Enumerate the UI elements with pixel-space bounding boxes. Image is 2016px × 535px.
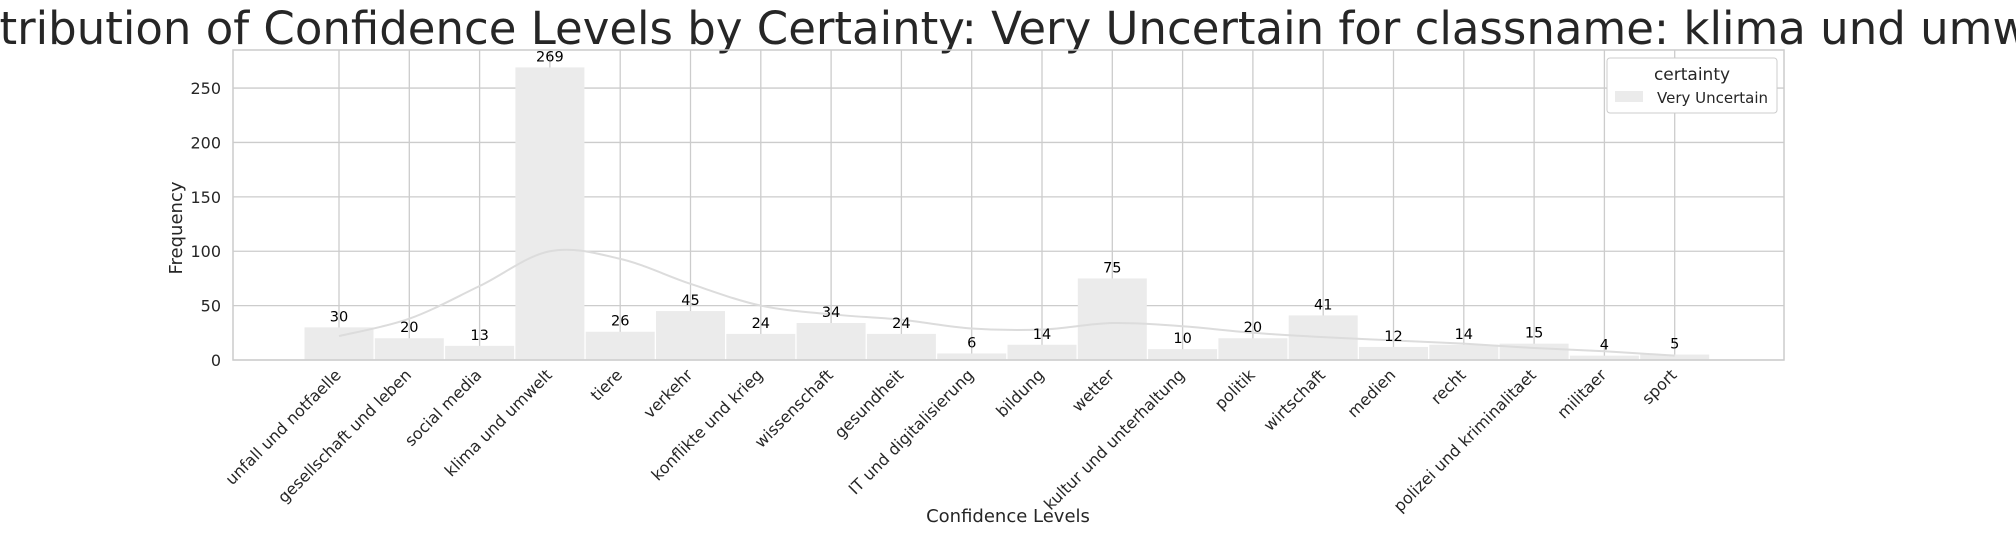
x-tick-label: politik: [1211, 365, 1259, 413]
y-axis-label: Frequency: [166, 181, 187, 274]
x-tick-label: wetter: [1068, 365, 1118, 415]
bar-value-label: 24: [892, 316, 910, 332]
bars: [304, 67, 1710, 361]
y-tick-label: 0: [211, 351, 221, 370]
bar-value-label: 15: [1525, 326, 1543, 342]
x-tick-label: kultur und unterhaltung: [1040, 365, 1188, 513]
plot-frame: [232, 49, 1785, 361]
bar: [1218, 338, 1288, 360]
x-tick-label: sport: [1638, 365, 1681, 408]
x-axis-label: Confidence Levels: [926, 506, 1090, 527]
bar-value-label: 41: [1314, 297, 1332, 313]
bar-value-label: 4: [1600, 338, 1609, 354]
bar: [1148, 349, 1218, 360]
bar: [585, 331, 655, 360]
x-tick-label: verkehr: [640, 365, 697, 422]
bar: [726, 333, 796, 360]
bar-value-label: 34: [822, 305, 840, 321]
x-tick-label: polizei und kriminalitaet: [1390, 365, 1540, 515]
bar: [515, 67, 585, 361]
bar-value-label: 20: [400, 320, 418, 336]
bar: [656, 311, 725, 360]
bar: [1007, 344, 1077, 360]
y-tick-label: 50: [201, 297, 221, 316]
bar: [445, 345, 515, 360]
x-tick-label: recht: [1427, 365, 1470, 408]
x-tick-label: IT und digitalisierung: [845, 365, 978, 498]
bar: [866, 333, 936, 360]
legend-title: certainty: [1654, 65, 1730, 85]
bar: [1429, 344, 1499, 360]
x-tick-label: medien: [1343, 365, 1399, 421]
x-tick-label: wirtschaft: [1260, 365, 1329, 434]
bar-value-label: 269: [536, 49, 564, 65]
bar-value-label: 24: [752, 316, 770, 332]
bar-value-label: 30: [330, 309, 348, 325]
gridlines: [233, 50, 1784, 361]
bar: [304, 327, 374, 360]
y-tick-label: 200: [190, 133, 221, 152]
bar: [374, 338, 444, 360]
bar-value-label: 45: [681, 293, 699, 309]
x-tick-label: bildung: [992, 365, 1048, 421]
legend-swatch: [1615, 91, 1643, 102]
bar-value-label: 5: [1670, 337, 1679, 353]
bar: [796, 323, 866, 360]
y-ticks: 0 50 100 150 200 250: [190, 79, 221, 370]
bar-value-label: 12: [1384, 329, 1402, 345]
legend-entry-label: Very Uncertain: [1657, 89, 1768, 107]
bar-value-label: 13: [470, 328, 488, 344]
legend-box: [1606, 57, 1778, 114]
bar-value-label: 14: [1033, 327, 1051, 343]
bar-value-label: 20: [1244, 320, 1262, 336]
y-tick-label: 100: [190, 242, 221, 261]
bar-value-label: 10: [1173, 331, 1191, 347]
x-tick-label: militaer: [1553, 365, 1610, 422]
bar-value-label: 26: [611, 314, 629, 330]
bar: [1640, 354, 1710, 360]
chart-title: Distribution of Confidence Levels by Cer…: [0, 2, 2016, 55]
x-tick-label: tiere: [587, 365, 626, 404]
kde-curve: [338, 248, 1675, 357]
bar: [1077, 278, 1147, 360]
bar: [1359, 346, 1428, 360]
bar-value-label: 14: [1455, 327, 1473, 343]
x-tick-label: gesellschaft und leben: [274, 365, 415, 506]
y-tick-label: 150: [190, 188, 221, 207]
x-tick-label: unfall und notfaelle: [221, 365, 344, 488]
bar: [937, 353, 1007, 360]
y-tick-label: 250: [190, 79, 221, 98]
bar: [1569, 355, 1639, 360]
legend: certainty Very Uncertain: [1606, 57, 1778, 114]
bar-value-label: 6: [967, 335, 976, 351]
bar-value-label: 75: [1103, 260, 1121, 276]
x-tick-label: gesundheit: [831, 365, 908, 442]
